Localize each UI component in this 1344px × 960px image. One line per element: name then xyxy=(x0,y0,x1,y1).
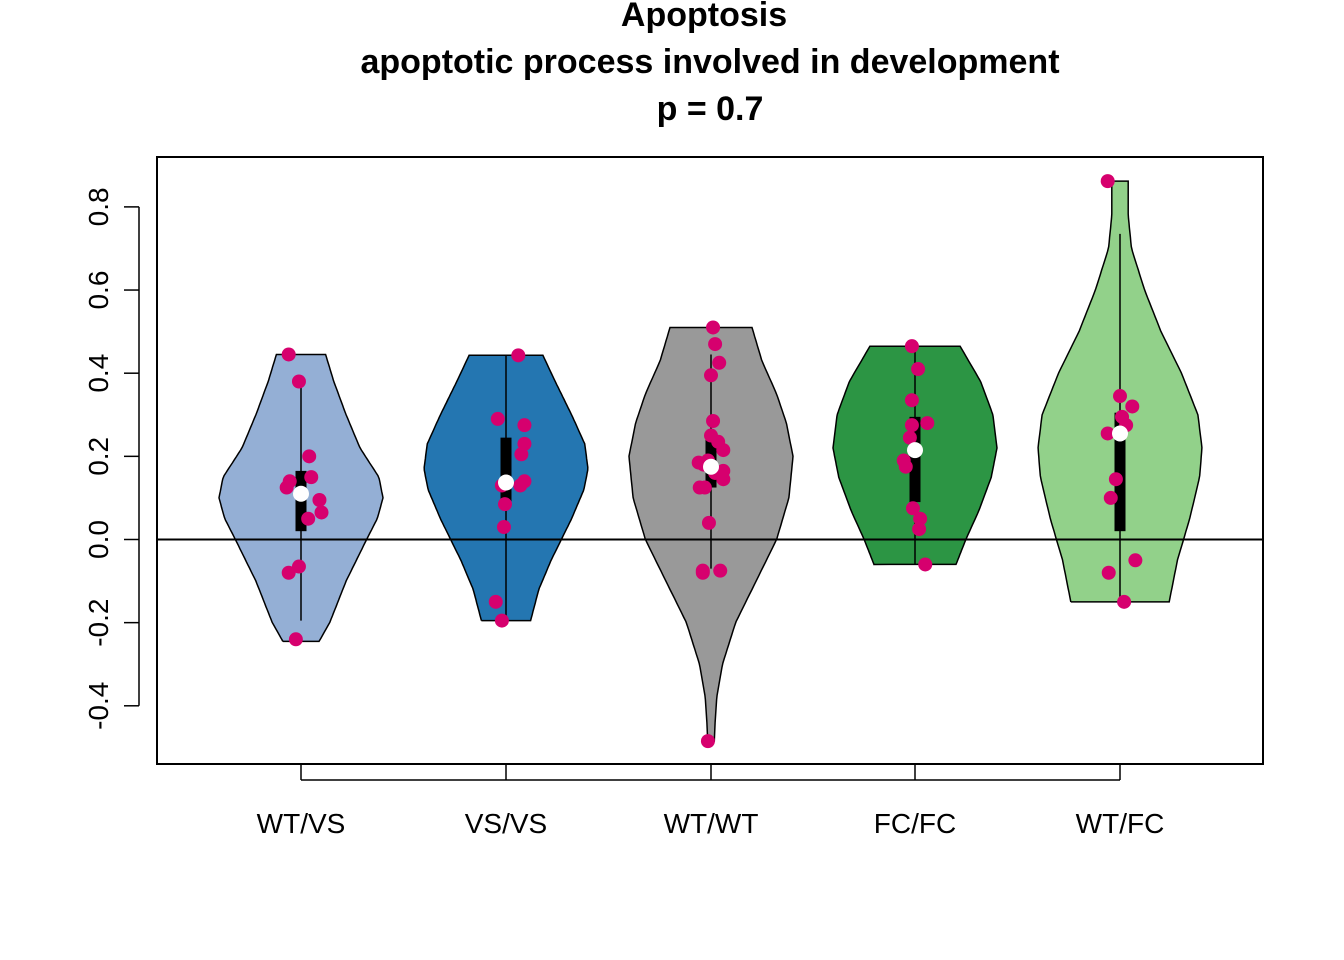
data-point xyxy=(1117,594,1132,609)
y-axis: -0.4 -0.2 0.0 0.2 0.4 0.6 0.8 xyxy=(83,187,140,730)
median-marker xyxy=(907,442,923,459)
data-point xyxy=(918,557,933,572)
data-point xyxy=(291,374,306,389)
median-marker xyxy=(498,474,514,491)
median-markers-layer xyxy=(293,425,1128,502)
data-point xyxy=(713,563,728,578)
data-point xyxy=(281,347,296,362)
data-point xyxy=(1100,174,1115,189)
data-point xyxy=(708,337,723,352)
data-point xyxy=(304,470,319,485)
data-point xyxy=(911,362,926,377)
x-tick-label: WT/WT xyxy=(664,808,759,839)
data-point xyxy=(716,443,731,458)
x-tick-label: WT/FC xyxy=(1076,808,1165,839)
median-marker xyxy=(703,458,719,475)
y-tick-label: 0.0 xyxy=(83,520,114,559)
data-point xyxy=(1128,553,1143,568)
data-point xyxy=(517,418,532,433)
iqr-box xyxy=(909,416,921,503)
y-tick-label: -0.2 xyxy=(83,599,114,647)
data-point xyxy=(282,474,297,489)
data-point xyxy=(302,449,317,464)
x-tick-label: FC/FC xyxy=(874,808,956,839)
data-point xyxy=(513,478,528,493)
median-marker xyxy=(1112,425,1128,442)
data-point xyxy=(288,632,303,647)
data-points-layer xyxy=(279,174,1143,749)
iqr-box xyxy=(500,437,512,507)
data-point xyxy=(514,447,529,462)
y-tick-label: 0.8 xyxy=(83,187,114,226)
data-point xyxy=(488,594,503,609)
y-tick-label: 0.4 xyxy=(83,354,114,393)
title-line-3: p = 0.7 xyxy=(657,90,764,128)
data-point xyxy=(490,411,505,426)
data-point xyxy=(706,414,721,429)
data-point xyxy=(312,492,327,507)
data-point xyxy=(1125,399,1140,414)
x-tick-label: VS/VS xyxy=(465,808,547,839)
data-point xyxy=(494,613,509,628)
data-point xyxy=(904,339,919,354)
data-point xyxy=(712,355,727,370)
data-point xyxy=(700,734,715,749)
y-tick-label: 0.2 xyxy=(83,437,114,476)
title-line-1: Apoptosis xyxy=(621,0,787,34)
data-point xyxy=(497,497,512,512)
data-point xyxy=(904,418,919,433)
plot-frame xyxy=(156,156,1264,765)
data-point xyxy=(902,430,917,445)
data-point xyxy=(697,480,712,495)
data-point xyxy=(1103,490,1118,505)
data-point xyxy=(701,515,716,530)
data-point xyxy=(920,416,935,431)
x-axis: WT/VS VS/VS WT/WT FC/FC WT/FC xyxy=(257,765,1165,839)
data-point xyxy=(1108,472,1123,487)
chart-title: Apoptosis apoptotic process involved in … xyxy=(360,0,1059,128)
data-point xyxy=(706,320,721,335)
title-line-2: apoptotic process involved in developmen… xyxy=(360,43,1059,81)
data-point xyxy=(281,565,296,580)
data-point xyxy=(905,501,920,516)
data-point xyxy=(291,559,306,574)
data-point xyxy=(913,511,928,526)
data-point xyxy=(898,459,913,474)
iqr-box xyxy=(1114,412,1126,532)
data-point xyxy=(695,565,710,580)
data-point xyxy=(1113,389,1127,404)
data-point xyxy=(1101,565,1116,580)
x-tick-label: WT/VS xyxy=(257,808,346,839)
data-point xyxy=(704,368,718,383)
data-point xyxy=(314,505,329,520)
data-point xyxy=(904,393,919,408)
data-point xyxy=(511,348,526,363)
data-point xyxy=(301,511,316,526)
data-point xyxy=(496,520,511,535)
data-point xyxy=(912,522,927,537)
y-tick-label: 0.6 xyxy=(83,271,114,310)
y-tick-label: -0.4 xyxy=(83,682,114,730)
data-point xyxy=(1100,426,1115,441)
median-marker xyxy=(293,485,309,502)
data-point xyxy=(716,472,731,487)
